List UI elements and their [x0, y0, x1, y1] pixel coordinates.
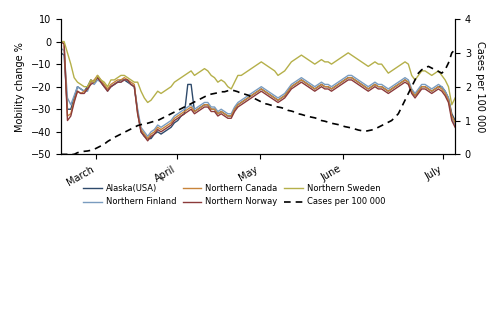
Legend: Alaska(USA), Northern Finland, Northern Canada, Northern Norway, Northern Sweden: Alaska(USA), Northern Finland, Northern …: [80, 181, 388, 210]
Y-axis label: Cases per 100 000: Cases per 100 000: [475, 41, 485, 132]
Y-axis label: Mobility change %: Mobility change %: [15, 42, 25, 132]
